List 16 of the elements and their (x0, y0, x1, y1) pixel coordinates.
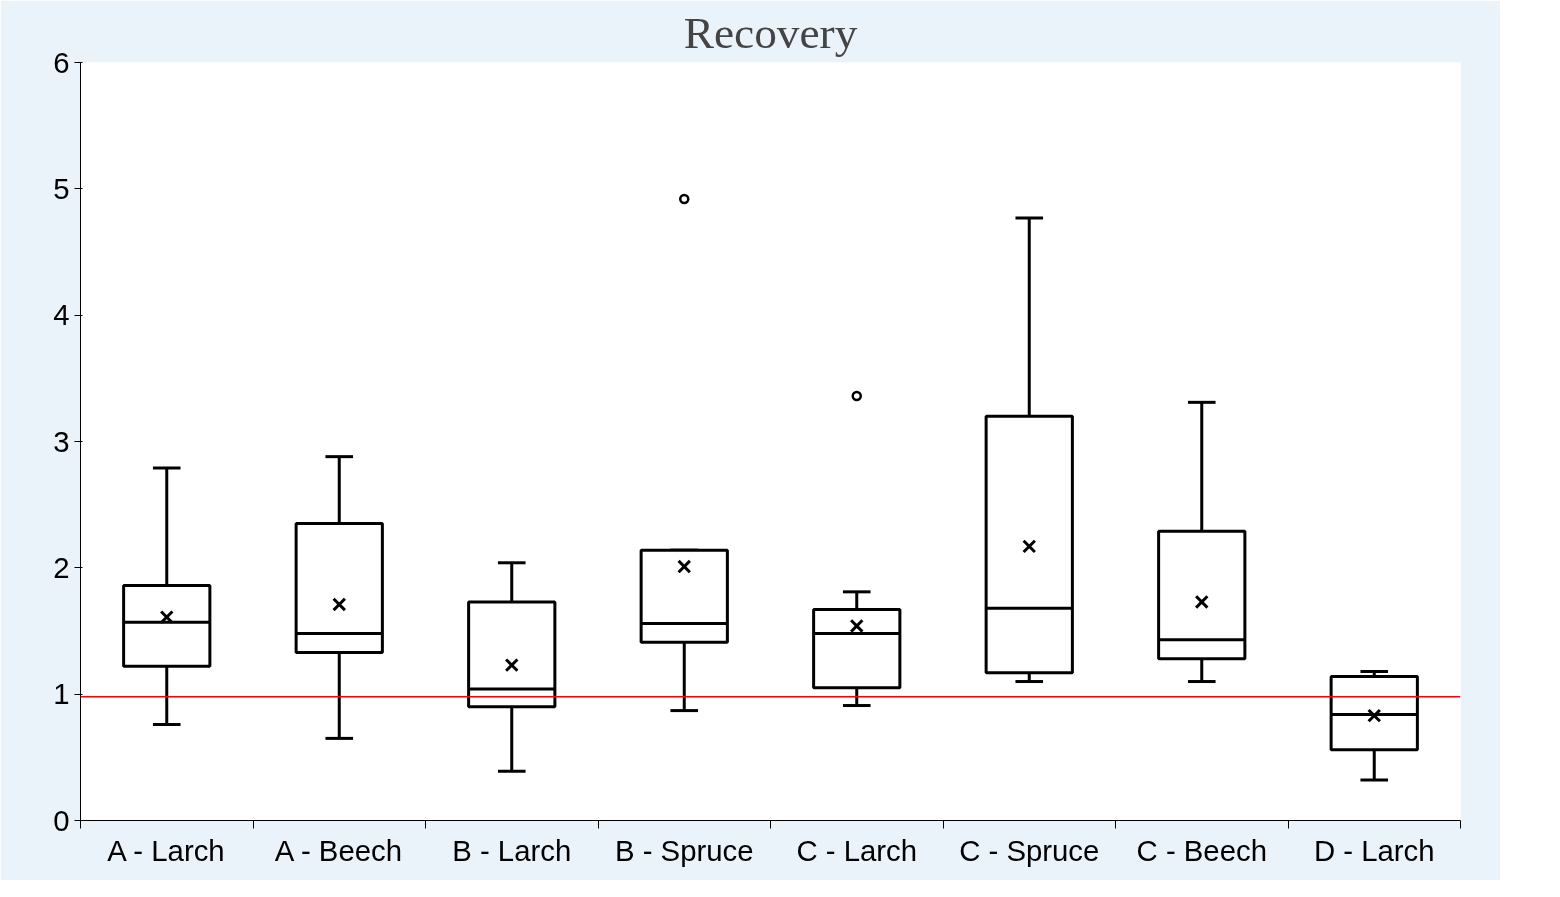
x-tick-label: A - Beech (274, 833, 403, 867)
y-tick-label: 5 (53, 171, 70, 205)
x-tick-label: B - Spruce (614, 833, 754, 867)
chart-title: Recovery (683, 7, 858, 58)
y-tick-label: 4 (53, 298, 70, 332)
x-tick-label: A - Larch (107, 833, 225, 867)
y-tick-label: 3 (53, 424, 70, 458)
x-tick-label: D - Larch (1313, 833, 1435, 867)
y-tick-label: 0 (53, 803, 70, 837)
x-tick-label: B - Larch (452, 833, 572, 867)
x-tick-label: C - Spruce (959, 833, 1100, 867)
y-tick-label: 6 (53, 45, 70, 79)
y-tick-label: 2 (53, 550, 70, 584)
x-tick-label: C - Beech (1136, 833, 1267, 867)
x-tick-label: C - Larch (796, 833, 918, 867)
y-tick-label: 1 (53, 677, 70, 711)
